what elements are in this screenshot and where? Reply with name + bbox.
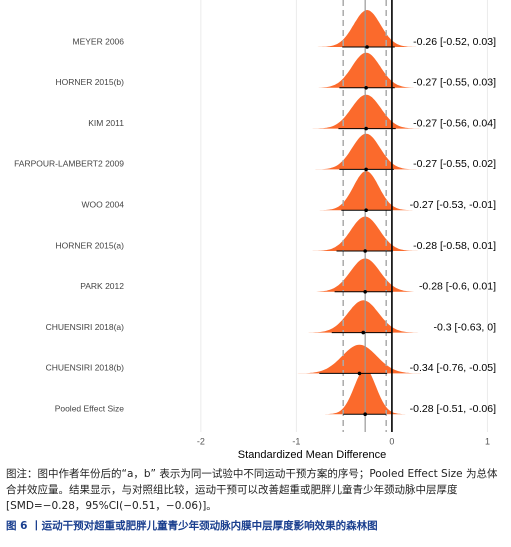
density <box>313 10 421 47</box>
value-label: -0.34 [-0.76, -0.05] <box>410 362 496 374</box>
value-label: -0.26 [-0.52, 0.03] <box>413 36 496 48</box>
x-tick-label: 1 <box>485 436 490 446</box>
value-label: -0.28 [-0.6, 0.01] <box>419 281 496 293</box>
x-tick-label: -2 <box>197 436 205 446</box>
point-estimate <box>364 208 368 212</box>
density <box>315 171 417 211</box>
point-estimate <box>364 126 368 131</box>
density <box>301 300 425 333</box>
point-estimate <box>357 371 362 376</box>
caption: 图注：图中作者年份后的“a，b” 表示为同一试验中不同运动干预方案的序号；Poo… <box>6 468 498 512</box>
x-tick-label: -1 <box>292 436 300 446</box>
point-estimate <box>363 290 367 294</box>
study-label: CHUENSIRI 2018(b) <box>46 363 125 373</box>
figure-title: 图 6 丨运动干预对超重或肥胖儿童青少年颈动脉内膜中层厚度影响效果的森林图 <box>6 520 378 532</box>
study-label: FARPOUR-LAMBERT2 2009 <box>14 159 124 169</box>
study-label: WOO 2004 <box>81 199 124 209</box>
study-label: MEYER 2006 <box>73 36 125 46</box>
point-estimate <box>363 249 367 253</box>
point-estimate <box>361 330 366 335</box>
chart: Standardized Mean Difference -2 -1 0 1 MEYER… <box>14 0 497 461</box>
x-axis-title: Standardized Mean Difference <box>238 449 386 461</box>
study-label: Pooled Effect Size <box>55 403 125 413</box>
value-label: -0.28 [-0.58, 0.01] <box>413 240 496 252</box>
study-label: KIM 2011 <box>88 118 124 128</box>
point-estimate <box>365 45 369 49</box>
point-estimate <box>364 86 368 90</box>
study-label: HORNER 2015(b) <box>56 77 125 87</box>
study-label: HORNER 2015(a) <box>56 240 125 250</box>
density <box>290 344 429 374</box>
value-label: -0.27 [-0.53, -0.01] <box>410 199 496 211</box>
density <box>309 52 423 88</box>
density <box>310 133 422 170</box>
value-label: -0.27 [-0.56, 0.04] <box>413 117 496 129</box>
point-estimate <box>363 412 367 417</box>
value-label: -0.27 [-0.55, 0.03] <box>413 77 496 89</box>
value-label: -0.3 [-0.63, 0] <box>434 321 497 333</box>
point-estimate <box>364 167 368 172</box>
study-label: CHUENSIRI 2018(a) <box>46 322 125 332</box>
density <box>307 94 425 129</box>
value-label: -0.27 [-0.55, 0.02] <box>413 158 496 170</box>
study-label: PARK 2012 <box>80 281 124 291</box>
x-tick-label: 0 <box>389 436 394 446</box>
value-label: -0.28 [-0.51, -0.06] <box>410 403 496 415</box>
